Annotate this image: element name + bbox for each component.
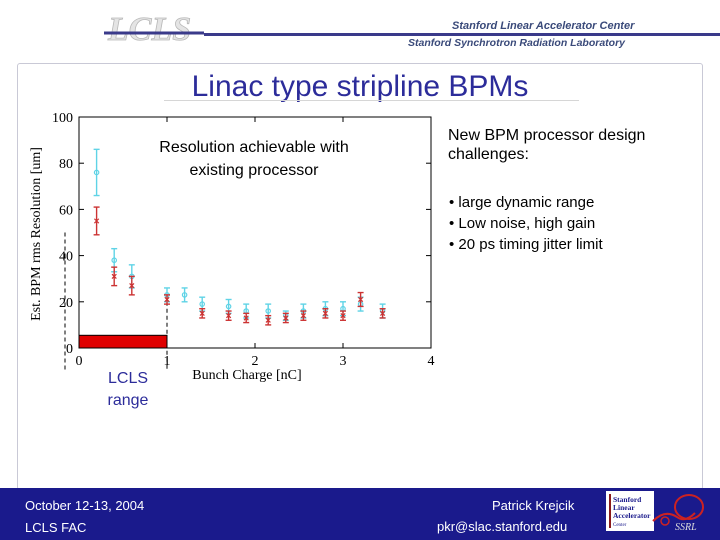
slac-logo: Stanford Linear Accelerator Center [606,491,654,531]
data-point [340,313,346,319]
resolution-chart: 02040608010001234 Resolution achievable … [29,111,435,383]
chart-axes: 02040608010001234 [52,111,435,369]
range-label-line1: LCLS [107,370,149,387]
data-point [129,283,135,289]
y-tick-label: 60 [59,203,73,218]
footer-date: October 12-13, 2004 [25,498,145,513]
svg-text:LCLS: LCLS [107,11,191,48]
y-tick-label: 0 [66,342,73,357]
svg-text:Accelerator: Accelerator [613,511,651,520]
svg-text:Linear: Linear [613,503,635,512]
chart-marks [93,148,386,326]
org-name-ssrl: Stanford Synchrotron Radiation Laborator… [408,37,626,49]
data-point [243,315,249,321]
title-underline [164,100,579,101]
x-tick-label: 3 [340,354,347,369]
footer-bar [0,488,720,540]
y-axis-label: Est. BPM rms Resolution [um] [29,147,44,321]
data-point [265,317,271,323]
x-tick-label: 0 [76,354,83,369]
data-point [199,310,205,316]
data-point [283,315,289,321]
data-point [225,313,232,319]
data-point [164,296,170,303]
y-tick-label: 80 [59,157,73,172]
footer-org: LCLS FAC [25,520,87,535]
header-rule [204,33,720,36]
bullet-item: • large dynamic range [449,194,595,211]
ssrl-logo: SSRL [652,494,704,533]
data-point [300,313,307,319]
header-banner [0,0,720,58]
data-point [379,310,386,316]
range-label-line2: range [107,392,149,409]
challenge-bullets: • large dynamic range • Low noise, high … [449,192,603,255]
design-challenges-heading: New BPM processor design challenges: [448,127,646,163]
data-point [265,308,272,314]
lcls-range-label: LCLS range [98,368,158,412]
bullet-item: • 20 ps timing jitter limit [449,236,603,253]
data-point [111,273,117,280]
data-point [199,301,206,307]
data-point [181,292,188,298]
x-tick-label: 4 [428,354,435,369]
slide-title: Linac type stripline BPMs [191,70,529,103]
svg-text:Stanford: Stanford [613,495,642,504]
x-tick-label: 2 [252,354,259,369]
bullet-item: • Low noise, high gain [449,215,596,232]
lcls-range-band [64,232,168,372]
x-axis-label: Bunch Charge [nC] [192,368,301,383]
data-point [93,218,100,224]
y-tick-label: 40 [59,250,73,265]
footer-email: pkr@slac.stanford.edu [437,519,568,534]
chart-annotation-line1: Resolution achievable with [159,139,348,156]
data-point [322,310,329,316]
data-point [111,257,118,264]
footer-author: Patrick Krejcik [492,498,575,513]
data-point [93,169,100,176]
range-bar [78,334,168,349]
svg-text:SSRL: SSRL [675,522,697,533]
org-name-slac: Stanford Linear Accelerator Center [452,20,635,32]
data-point [225,303,232,310]
y-tick-label: 20 [59,296,73,311]
y-tick-label: 100 [52,111,73,126]
chart-annotation-line2: existing processor [190,162,320,179]
lcls-logo: LCLS [104,11,204,48]
data-point [357,296,364,303]
svg-text:Center: Center [613,523,627,528]
